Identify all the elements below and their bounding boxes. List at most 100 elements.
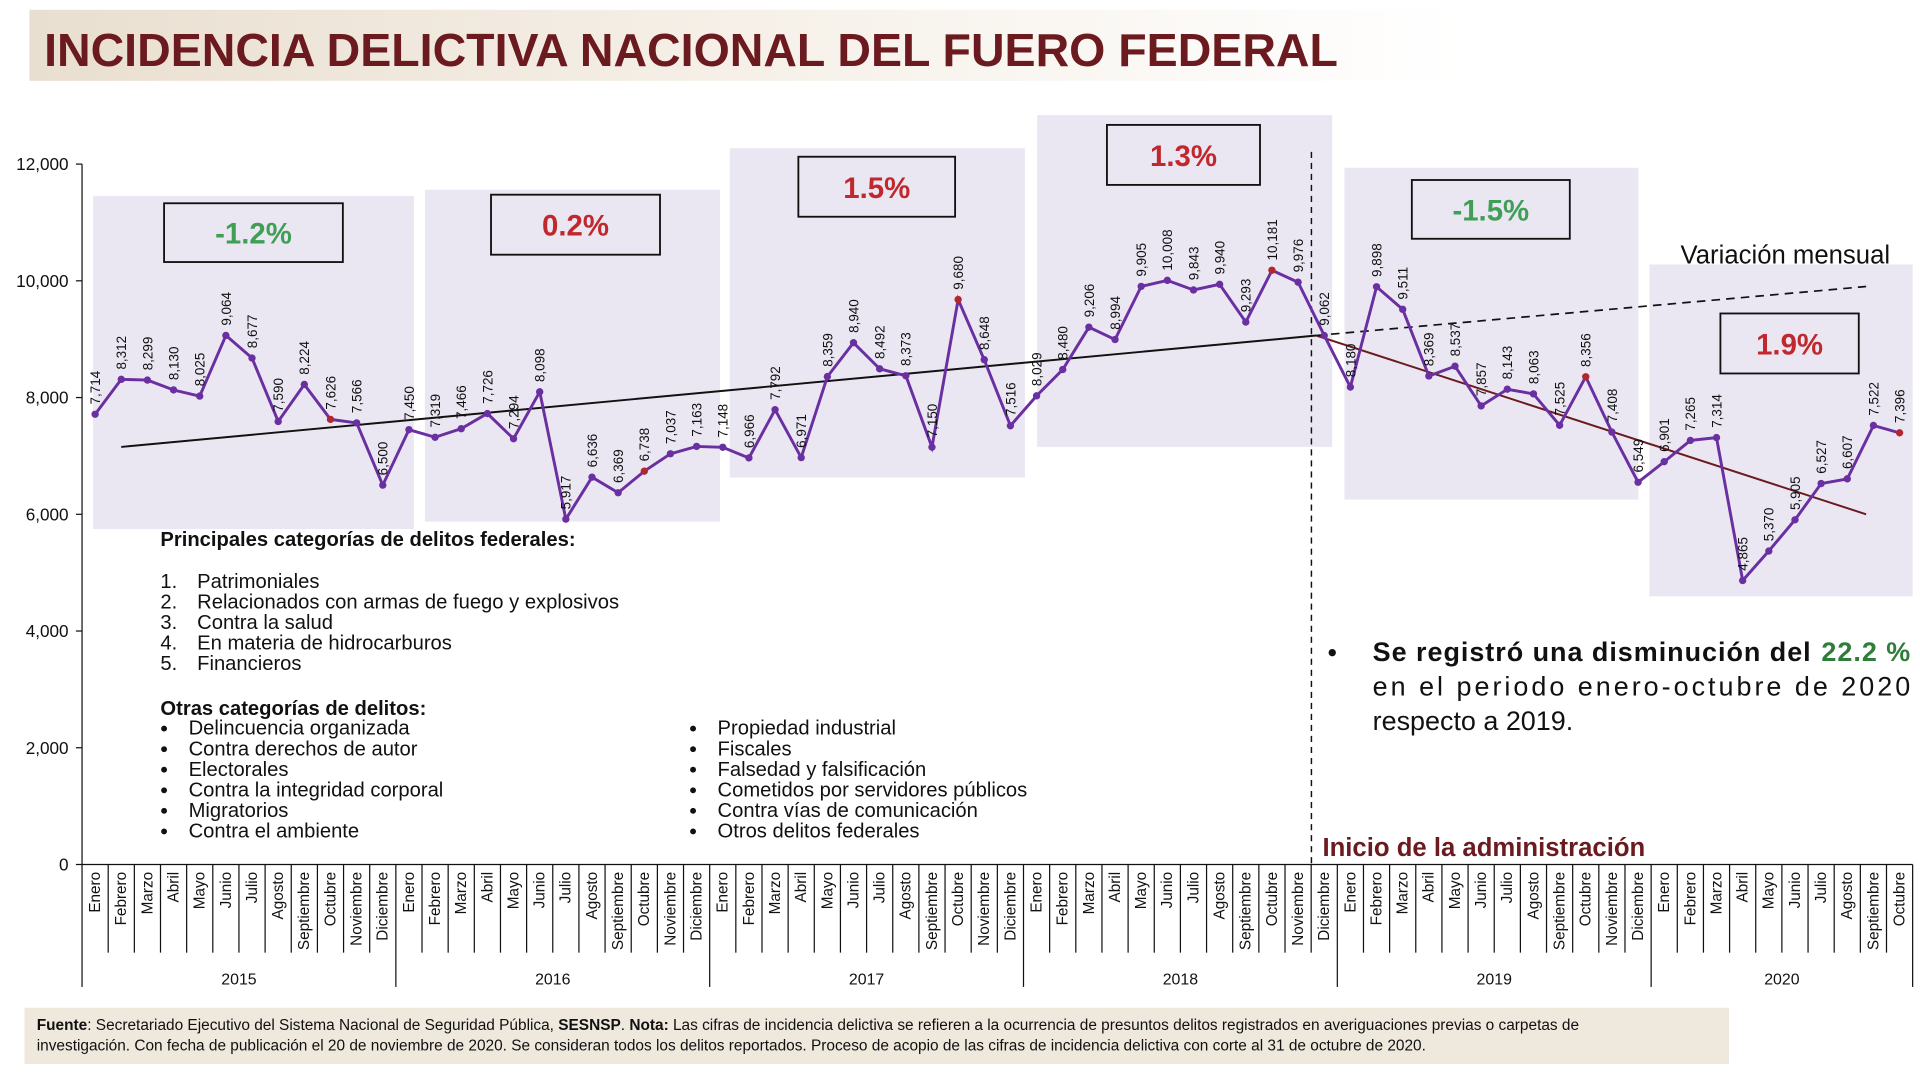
x-tick-label: Julio bbox=[1499, 872, 1516, 903]
variation-box bbox=[490, 193, 661, 256]
x-tick-label: Febrero bbox=[1055, 872, 1072, 926]
value-label: 7,450 bbox=[402, 386, 417, 420]
value-label: 8,359 bbox=[820, 333, 835, 367]
administration-label: Inicio de la administración bbox=[1322, 834, 1645, 862]
data-point bbox=[954, 295, 962, 304]
value-label: 8,143 bbox=[1500, 346, 1515, 380]
data-point bbox=[875, 365, 884, 373]
x-tick-label: Octubre bbox=[322, 872, 339, 926]
data-point bbox=[1189, 286, 1198, 294]
value-label: 5,905 bbox=[1788, 476, 1803, 510]
trend-line bbox=[1316, 334, 1867, 516]
list-number: 2. bbox=[160, 591, 177, 613]
data-point bbox=[1791, 516, 1799, 524]
data-point bbox=[1451, 362, 1459, 370]
value-label: 7,516 bbox=[1003, 382, 1018, 416]
x-tick-label: Abril bbox=[793, 872, 810, 903]
x-tick-label: Julio bbox=[1185, 872, 1202, 903]
value-label: 7,626 bbox=[323, 376, 338, 410]
bullet bbox=[161, 746, 168, 753]
bullet bbox=[1328, 648, 1336, 657]
list-item: Migratorios bbox=[189, 800, 289, 822]
x-tick-label: Noviembre bbox=[976, 872, 993, 946]
data-point bbox=[771, 406, 779, 414]
y-tick-label: 10,000 bbox=[16, 271, 68, 291]
summary-line: respecto a 2019. bbox=[1373, 706, 1574, 736]
x-tick-label: Enero bbox=[401, 872, 418, 913]
value-label: 8,373 bbox=[899, 332, 914, 366]
list-heading: Principales categorías de delitos federa… bbox=[160, 529, 575, 551]
x-tick-label: Mayo bbox=[192, 872, 209, 909]
value-label: 9,062 bbox=[1317, 292, 1332, 326]
x-tick-label: Enero bbox=[1656, 872, 1673, 913]
value-label: 9,940 bbox=[1213, 241, 1228, 275]
value-label: 9,206 bbox=[1082, 284, 1097, 318]
value-label: 7,314 bbox=[1709, 394, 1724, 428]
data-point bbox=[1032, 392, 1041, 400]
x-tick-label: Septiembre bbox=[296, 872, 313, 950]
data-point bbox=[457, 425, 465, 433]
value-label: 8,025 bbox=[193, 353, 208, 387]
value-label: 6,738 bbox=[637, 428, 652, 462]
list-item: Contra vías de comunicación bbox=[718, 800, 978, 822]
variation-label: 0.2% bbox=[542, 210, 609, 243]
value-label: 7,466 bbox=[454, 385, 469, 419]
value-label: 6,901 bbox=[1657, 418, 1672, 452]
data-point bbox=[352, 419, 361, 427]
value-label: 7,163 bbox=[690, 403, 705, 437]
variation-label: -1.5% bbox=[1452, 194, 1529, 227]
x-tick-label: Noviembre bbox=[349, 872, 366, 946]
x-tick-label: Mayo bbox=[1133, 872, 1150, 909]
footnote-part: . bbox=[621, 1017, 630, 1034]
x-tick-label: Noviembre bbox=[1604, 872, 1621, 946]
data-point bbox=[326, 415, 335, 424]
footnote: Fuente: Secretariado Ejecutivo del Siste… bbox=[37, 1017, 1579, 1034]
x-tick-label: Diciembre bbox=[1630, 872, 1647, 941]
data-point bbox=[1477, 402, 1485, 410]
data-point bbox=[1582, 373, 1590, 381]
year-label: 2018 bbox=[1163, 971, 1199, 988]
chart-title: INCIDENCIA DELICTIVA NACIONAL DEL FUERO … bbox=[44, 24, 1338, 76]
x-tick-label: Mayo bbox=[819, 872, 836, 909]
value-label: 8,940 bbox=[846, 299, 861, 333]
x-tick-label: Julio bbox=[558, 872, 575, 903]
value-label: 7,265 bbox=[1683, 397, 1698, 431]
data-point bbox=[196, 392, 204, 400]
value-label: 8,369 bbox=[1422, 333, 1437, 367]
value-label: 8,224 bbox=[297, 340, 312, 374]
summary-line: en el periodo enero-octubre de 2020 bbox=[1373, 672, 1911, 702]
data-point bbox=[274, 417, 282, 426]
bullet bbox=[690, 746, 696, 753]
footnote: investigación. Con fecha de publicación … bbox=[37, 1038, 1426, 1055]
data-point bbox=[509, 435, 518, 443]
x-tick-label: Junio bbox=[218, 872, 235, 909]
title-band bbox=[29, 9, 1463, 81]
data-point bbox=[614, 489, 622, 497]
x-tick-label: Agosto bbox=[1839, 872, 1856, 920]
x-tick-label: Marzo bbox=[1395, 872, 1412, 915]
data-point bbox=[1242, 318, 1250, 326]
variation-box bbox=[163, 202, 344, 263]
data-point bbox=[379, 481, 387, 489]
x-tick-label: Mayo bbox=[505, 872, 522, 909]
year-label: 2019 bbox=[1477, 971, 1513, 988]
data-point bbox=[169, 386, 178, 394]
summary-value: 22.2 % bbox=[1821, 637, 1910, 667]
x-tick-label: Abril bbox=[479, 872, 496, 903]
value-label: 7,408 bbox=[1605, 389, 1620, 423]
data-point bbox=[1712, 433, 1721, 442]
x-tick-label: Abril bbox=[165, 872, 182, 903]
x-tick-label: Junio bbox=[532, 872, 549, 909]
x-tick-label: Febrero bbox=[1682, 872, 1699, 926]
bullet bbox=[690, 807, 696, 814]
bullet bbox=[690, 766, 696, 773]
x-tick-label: Octubre bbox=[1264, 872, 1281, 926]
value-label: 8,312 bbox=[114, 336, 129, 370]
x-tick-label: Enero bbox=[715, 872, 732, 913]
value-label: 9,898 bbox=[1369, 243, 1384, 277]
x-tick-label: Marzo bbox=[1708, 872, 1725, 915]
x-tick-label: Noviembre bbox=[1290, 872, 1307, 946]
data-point bbox=[823, 372, 832, 381]
data-point bbox=[1686, 436, 1695, 445]
data-point bbox=[666, 450, 675, 458]
